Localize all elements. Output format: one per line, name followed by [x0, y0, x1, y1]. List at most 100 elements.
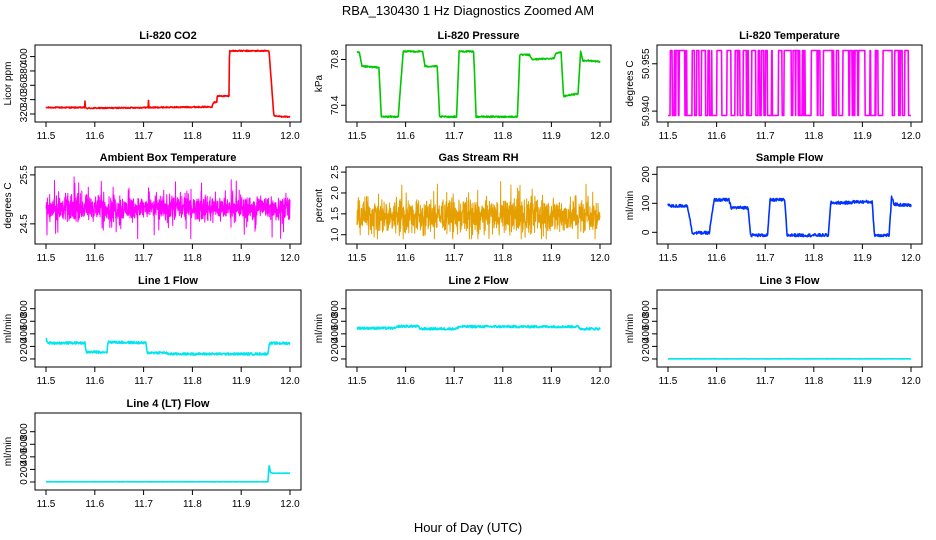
panel-4: Ambient Box Temperature 11.5 11.6 11.7 11.8 1… [3, 152, 302, 264]
series-line [667, 49, 912, 117]
x-tick-label: 11.9 [542, 131, 561, 142]
y-tick-label: 200 [330, 338, 341, 355]
series-line [356, 181, 601, 240]
x-tick-label: 11.6 [85, 376, 104, 387]
x-tick-label: 11.7 [445, 376, 464, 387]
x-tick-label: 11.8 [804, 253, 823, 264]
x-tick-label: 11.8 [183, 131, 202, 142]
y-tick-label: 800 [641, 300, 652, 317]
x-tick-label: 11.5 [37, 131, 56, 142]
x-tick-label: 11.7 [134, 376, 153, 387]
plot-frame [34, 44, 302, 123]
y-tick-label: 2.0 [330, 186, 341, 200]
y-tick-label: 50.940 [641, 95, 652, 126]
x-tick-label: 11.9 [232, 131, 251, 142]
x-tick-label: 11.9 [853, 131, 872, 142]
x-tick-label: 11.7 [445, 131, 464, 142]
x-tick-label: 11.8 [493, 376, 512, 387]
x-tick-label: 11.6 [707, 131, 726, 142]
x-tick-label: 11.8 [183, 499, 202, 510]
panel-title: Gas Stream RH [438, 152, 518, 164]
plot-frame [656, 44, 923, 123]
panel-9: Line 3 Flow 11.5 11.6 11.7 11.8 11.9 12.0 02004… [625, 275, 923, 387]
panel-title: Li-820 CO2 [139, 30, 196, 42]
panels-group: Li-820 CO2 11.5 11.6 11.7 11.8 11.9 12.0 320340… [3, 30, 923, 510]
x-tick-label: 12.0 [590, 376, 610, 387]
x-tick-label: 11.5 [659, 376, 678, 387]
x-tick-label: 11.5 [659, 131, 678, 142]
x-tick-label: 11.9 [232, 253, 251, 264]
x-tick-label: 11.7 [756, 376, 775, 387]
y-tick-label: 0 [641, 229, 652, 235]
x-tick-label: 11.5 [348, 376, 367, 387]
y-tick-label: 2.5 [330, 165, 341, 179]
y-tick-label: 340 [19, 91, 30, 108]
plot-frame [34, 412, 302, 491]
panel-title: Sample Flow [756, 152, 824, 164]
panel-7: Line 1 Flow 11.5 11.6 11.7 11.8 11.9 12.0 02004… [3, 275, 302, 387]
x-tick-label: 12.0 [280, 131, 300, 142]
x-tick-label: 11.6 [396, 131, 415, 142]
y-tick-label: 24.5 [19, 214, 30, 234]
x-tick-label: 11.7 [756, 131, 775, 142]
x-tick-label: 11.5 [37, 376, 56, 387]
x-tick-label: 11.6 [396, 376, 415, 387]
panel-5: Gas Stream RH 11.5 11.6 11.7 11.8 11.9 12.0 1.0… [314, 152, 612, 264]
figure-xlabel: Hour of Day (UTC) [414, 520, 522, 535]
x-tick-label: 12.0 [901, 376, 921, 387]
y-tick-label: 400 [641, 325, 652, 342]
y-tick-label: 100 [641, 195, 652, 212]
series-line [45, 176, 291, 240]
panel-1: Li-820 CO2 11.5 11.6 11.7 11.8 11.9 12.0 320340… [3, 30, 302, 142]
panel-title: Ambient Box Temperature [100, 152, 237, 164]
y-axis-label: kPa [314, 74, 325, 92]
plot-frame [656, 289, 923, 368]
y-tick-label: 200 [641, 338, 652, 355]
panel-3: Li-820 Temperature 11.5 11.6 11.7 11.8 11.9 12… [625, 30, 923, 142]
x-tick-label: 11.7 [756, 253, 775, 264]
x-tick-label: 11.8 [804, 131, 823, 142]
plot-frame [34, 289, 302, 368]
series-line [356, 324, 601, 331]
y-tick-label: 50.955 [641, 48, 652, 79]
x-tick-label: 11.7 [134, 131, 153, 142]
y-tick-label: 200 [19, 338, 30, 355]
panel-title: Li-820 Temperature [739, 30, 840, 42]
x-tick-label: 12.0 [280, 499, 300, 510]
y-axis-label: degrees C [625, 60, 636, 106]
x-tick-label: 11.8 [493, 131, 512, 142]
y-tick-label: 400 [19, 48, 30, 65]
x-tick-label: 12.0 [901, 253, 921, 264]
x-tick-label: 11.8 [493, 253, 512, 264]
plot-frame [656, 166, 923, 245]
x-tick-label: 11.6 [707, 253, 726, 264]
series-line [45, 464, 291, 483]
series-line [667, 195, 912, 238]
x-tick-label: 12.0 [280, 376, 300, 387]
y-tick-label: 800 [19, 423, 30, 440]
x-tick-label: 11.5 [348, 253, 367, 264]
y-tick-label: 400 [330, 325, 341, 342]
panel-6: Sample Flow 11.5 11.6 11.7 11.8 11.9 12.0 0 100 2… [625, 152, 923, 264]
panel-title: Line 1 Flow [138, 275, 198, 287]
x-tick-label: 11.6 [85, 253, 104, 264]
y-axis-label: percent [314, 189, 325, 223]
y-tick-label: 800 [19, 300, 30, 317]
x-tick-label: 11.6 [396, 253, 415, 264]
y-tick-label: 800 [330, 300, 341, 317]
panel-title: Line 4 (LT) Flow [127, 398, 210, 410]
plot-frame [345, 289, 612, 368]
x-tick-label: 12.0 [590, 253, 610, 264]
y-tick-label: 0 [19, 356, 30, 362]
y-tick-label: 380 [19, 62, 30, 79]
y-axis-label: Licor ppm [3, 62, 14, 106]
y-tick-label: 0 [19, 479, 30, 485]
y-tick-label: 200 [19, 461, 30, 478]
series-line [356, 49, 601, 119]
plot-frame [34, 166, 302, 245]
panel-2: Li-820 Pressure 11.5 11.6 11.7 11.8 11.9 12.0 7… [314, 30, 612, 142]
x-tick-label: 11.6 [85, 499, 104, 510]
x-tick-label: 12.0 [901, 131, 921, 142]
x-tick-label: 11.7 [134, 499, 153, 510]
